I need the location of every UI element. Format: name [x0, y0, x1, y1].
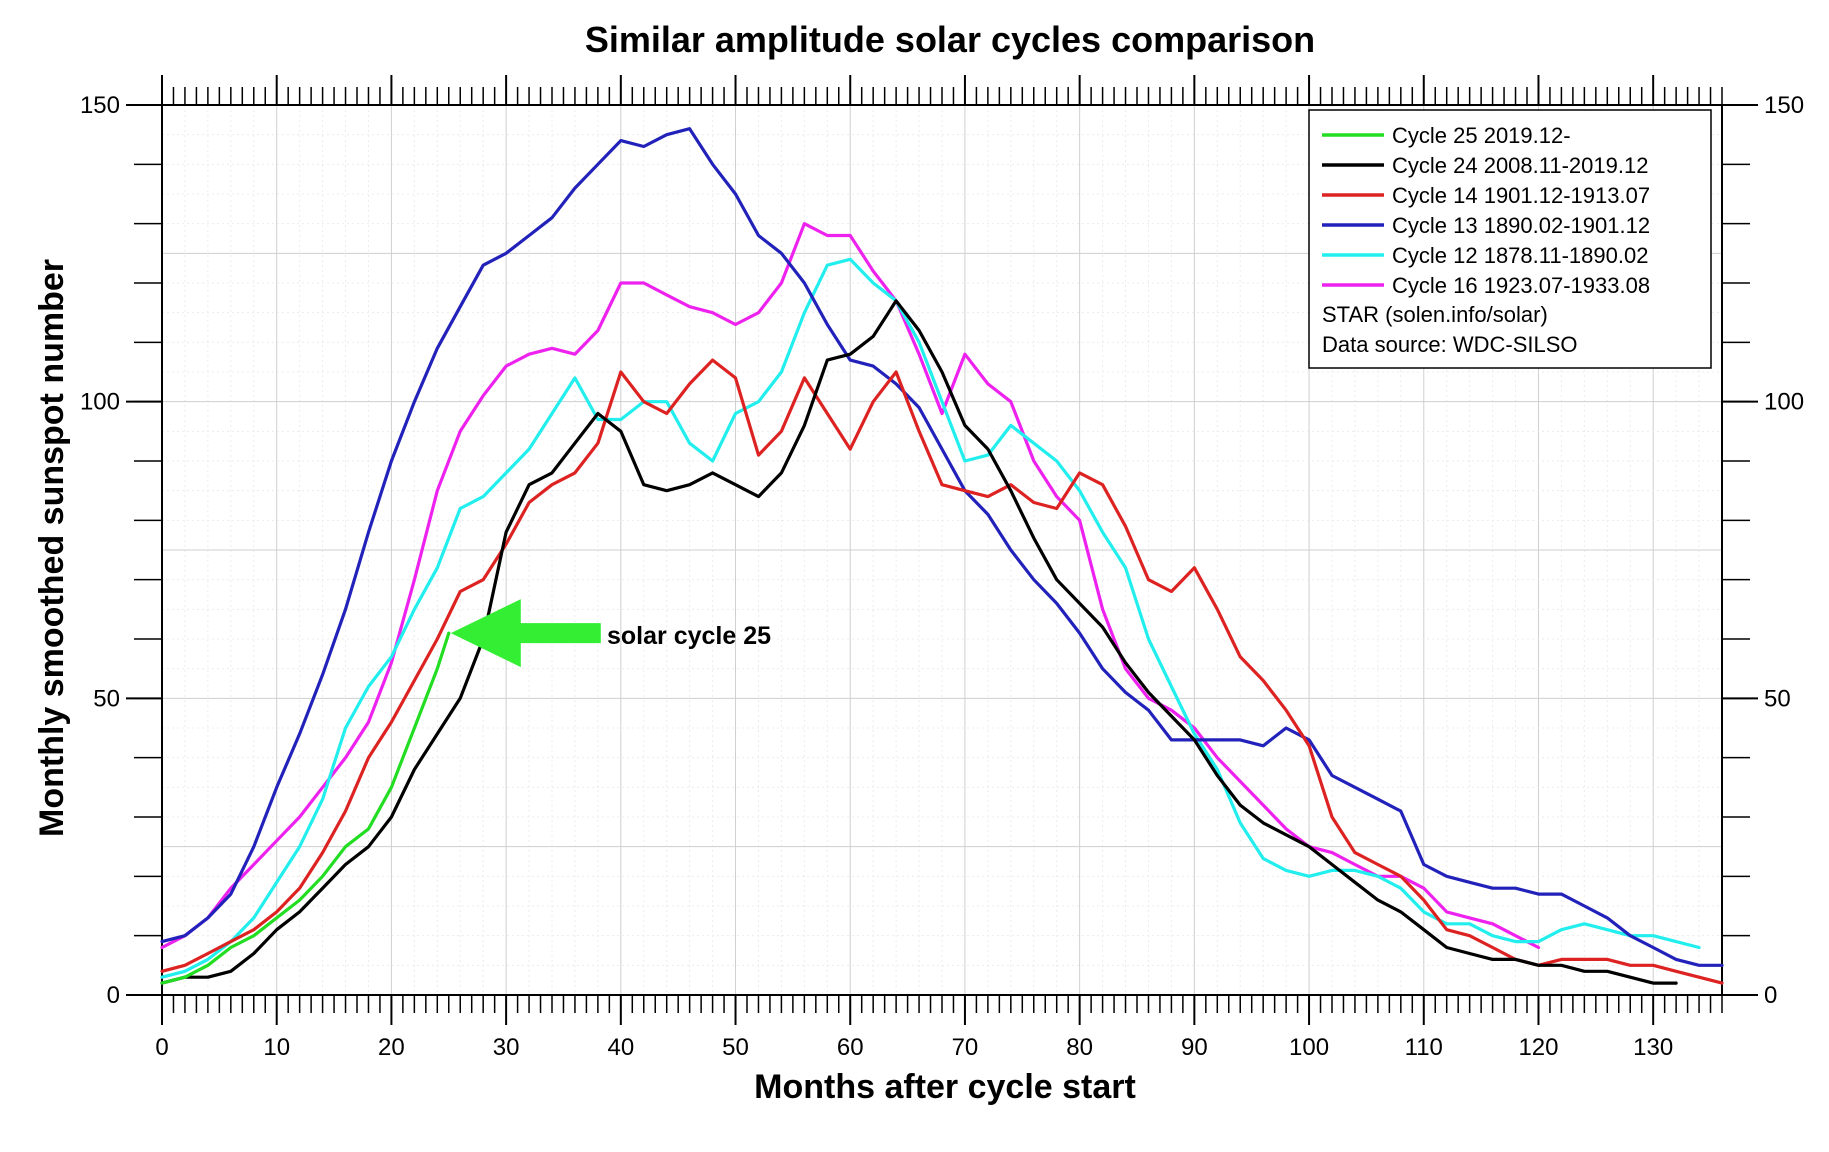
legend-note-source: Data source: WDC-SILSO [1322, 332, 1578, 357]
y-tick-label-left: 100 [80, 389, 120, 416]
y-tick-label-left: 150 [80, 92, 120, 119]
legend-label: Cycle 24 2008.11-2019.12 [1392, 153, 1648, 178]
x-tick-label: 110 [1405, 1034, 1443, 1061]
green-arrow-icon [450, 599, 601, 668]
x-tick-label: 80 [1066, 1034, 1093, 1061]
x-tick-label: 0 [155, 1034, 168, 1061]
x-tick-label: 90 [1181, 1034, 1208, 1061]
legend-label: Cycle 13 1890.02-1901.12 [1392, 213, 1650, 238]
series-line [160, 257, 1701, 979]
legend-label: Cycle 16 1923.07-1933.08 [1392, 273, 1650, 298]
x-tick-label: 100 [1289, 1034, 1329, 1061]
x-tick-label: 20 [378, 1034, 405, 1061]
annotation-text: solar cycle 25 [607, 622, 771, 650]
annotation-solar-cycle-25: solar cycle 25 [450, 599, 771, 668]
y-tick-label-right: 0 [1764, 982, 1777, 1009]
legend-box [1308, 109, 1712, 369]
x-tick-label: 30 [493, 1034, 520, 1061]
series-line [160, 127, 1724, 967]
y-tick-label-right: 100 [1764, 389, 1804, 416]
x-tick-label: 60 [837, 1034, 864, 1061]
y-axis-title: Monthly smoothed sunspot number [33, 259, 71, 837]
legend-label: Cycle 25 2019.12- [1392, 123, 1571, 148]
chart-title: Similar amplitude solar cycles compariso… [585, 19, 1315, 60]
legend-note-star: STAR (solen.info/solar) [1322, 302, 1548, 327]
series-line [160, 299, 1678, 985]
series-lines [160, 127, 1724, 985]
legend-items: Cycle 25 2019.12- Cycle 24 2008.11-2019.1… [1322, 123, 1650, 298]
x-tick-label: 40 [607, 1034, 634, 1061]
x-tick-label: 70 [952, 1034, 979, 1061]
y-tick-label-right: 50 [1764, 685, 1791, 712]
x-tick-label: 10 [263, 1034, 290, 1061]
x-tick-label: 120 [1518, 1034, 1558, 1061]
legend-label: Cycle 12 1878.11-1890.02 [1392, 243, 1648, 268]
y-tick-label-right: 150 [1764, 92, 1804, 119]
series-line [160, 631, 451, 985]
x-axis-title: Months after cycle start [754, 1068, 1136, 1106]
y-tick-label-left: 0 [107, 982, 120, 1009]
legend: Cycle 25 2019.12- Cycle 24 2008.11-2019.1… [1308, 109, 1712, 369]
y-tick-label-left: 50 [93, 685, 120, 712]
series-line [160, 358, 1724, 985]
x-tick-label: 50 [722, 1034, 749, 1061]
legend-label: Cycle 14 1901.12-1913.07 [1392, 183, 1650, 208]
axes: 0 10 20 30 40 50 60 70 80 90 100 110 120 130 0 0 50 50 100… [80, 75, 1804, 1061]
x-tick-label: 130 [1633, 1034, 1673, 1061]
